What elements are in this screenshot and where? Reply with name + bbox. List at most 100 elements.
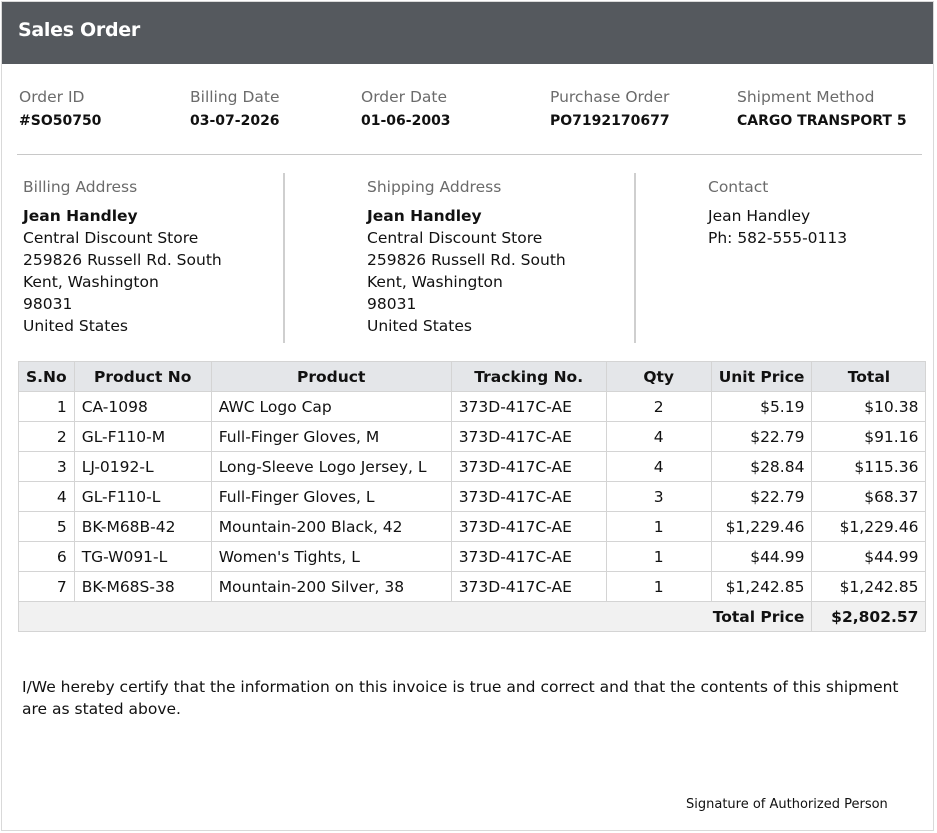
info-value: CARGO TRANSPORT 5 — [737, 113, 907, 129]
address-block: Shipping Address Jean Handley Central Disc… — [367, 176, 566, 337]
address-line: Jean Handley — [367, 207, 482, 225]
table-cell: $1,242.85 — [811, 571, 927, 602]
info-value: #SO50750 — [19, 113, 102, 129]
info-label: Order Date — [361, 88, 448, 106]
table-cell: 7 — [18, 571, 75, 602]
table-cell: 1 — [605, 511, 712, 542]
table-cell: 6 — [18, 541, 75, 572]
table-cell: AWC Logo Cap — [210, 391, 452, 422]
table-cell: Full-Finger Gloves, L — [210, 481, 452, 512]
table-cell: $68.37 — [811, 481, 927, 512]
table-cell: 3 — [605, 481, 712, 512]
table-cell: 3 — [18, 451, 75, 482]
info-value: PO7192170677 — [550, 113, 670, 129]
address-label: Contact — [708, 178, 769, 196]
header-bar: Sales Order — [2, 2, 933, 64]
separator — [17, 154, 922, 155]
table-row: 1 CA-1098 AWC Logo Cap 373D-417C-AE 2 $5.19 $1… — [18, 391, 927, 422]
info-field: Purchase Order PO7192170677 — [550, 88, 670, 129]
table-row: 6 TG-W091-L Women's Tights, L 373D-417C-AE 1… — [18, 541, 927, 572]
title: Sales Order — [18, 19, 140, 41]
address-line: 98031 — [367, 295, 417, 313]
table-cell: CA-1098 — [73, 391, 212, 422]
address-line: 98031 — [23, 295, 73, 313]
info-field: Shipment Method CARGO TRANSPORT 5 — [737, 88, 907, 129]
table-row: 7 BK-M68S-38 Mountain-200 Silver, 38 373D-4… — [18, 571, 927, 602]
table-cell: GL-F110-L — [73, 481, 212, 512]
table-cell: 2 — [18, 421, 75, 452]
table-row: 4 GL-F110-L Full-Finger Gloves, L 373D-417C… — [18, 481, 927, 512]
address-line: Jean Handley — [23, 207, 138, 225]
certification: I/We hereby certify that the information… — [22, 678, 899, 718]
table-cell: Women's Tights, L — [210, 541, 452, 572]
table-cell: 373D-417C-AE — [450, 421, 607, 452]
address-line: Central Discount Store — [23, 229, 199, 247]
address-lines: Jean Handley Ph: 582-555-0113 — [708, 205, 847, 249]
total-value: $2,802.57 — [811, 601, 927, 632]
table-cell: Full-Finger Gloves, M — [210, 421, 452, 452]
table-cell: 4 — [18, 481, 75, 512]
address-label: Billing Address — [23, 178, 138, 196]
table-cell: $1,229.46 — [710, 511, 813, 542]
table-cell: 373D-417C-AE — [450, 571, 607, 602]
table-cell: 373D-417C-AE — [450, 511, 607, 542]
address-line: Ph: 582-555-0113 — [708, 229, 848, 247]
order-items-table: S.No Product No Product Tracking No. Qty Unit… — [17, 361, 927, 632]
column-divider — [634, 173, 636, 343]
info-label: Purchase Order — [550, 88, 670, 106]
table-row: 2 GL-F110-M Full-Finger Gloves, M 373D-417C… — [18, 421, 927, 452]
table-cell: $115.36 — [811, 451, 927, 482]
table-cell: $44.99 — [811, 541, 927, 572]
column-header: Product — [210, 361, 452, 392]
table-cell: $22.79 — [710, 421, 813, 452]
address-block: Contact Jean Handley Ph: 582-555-0113 — [708, 176, 847, 249]
column-header: Product No — [73, 361, 212, 392]
column-header: Total — [811, 361, 927, 392]
table-cell: $91.16 — [811, 421, 927, 452]
table-cell: 373D-417C-AE — [450, 451, 607, 482]
info-label: Billing Date — [190, 88, 280, 106]
total-row: Total Price $2,802.57 — [17, 601, 927, 632]
table-cell: $44.99 — [710, 541, 813, 572]
table-cell: $5.19 — [710, 391, 813, 422]
info-field: Order ID #SO50750 — [19, 88, 101, 129]
table-cell: $1,229.46 — [811, 511, 927, 542]
address-lines: Jean Handley Central Discount Store 259826… — [23, 205, 222, 337]
table-row: 3 LJ-0192-L Long-Sleeve Logo Jersey, L 373D… — [18, 451, 927, 482]
table-cell: 1 — [605, 541, 712, 572]
info-label: Shipment Method — [737, 88, 875, 106]
table-cell: 5 — [18, 511, 75, 542]
column-header: Qty — [605, 361, 712, 392]
column-header: Unit Price — [710, 361, 813, 392]
table-cell: 1 — [605, 571, 712, 602]
table-cell: BK-M68B-42 — [73, 511, 212, 542]
address-line: Central Discount Store — [367, 229, 543, 247]
table-cell: 2 — [605, 391, 712, 422]
table-cell: 1 — [18, 391, 75, 422]
info-field: Order Date 01-06-2003 — [361, 88, 451, 129]
address-label: Shipping Address — [367, 178, 502, 196]
signature-label: Signature of Authorized Person — [686, 797, 888, 812]
table-cell: 4 — [605, 451, 712, 482]
table-cell: LJ-0192-L — [73, 451, 212, 482]
table-cell: GL-F110-M — [73, 421, 212, 452]
info-field: Billing Date 03-07-2026 — [190, 88, 280, 129]
table-cell: $22.79 — [710, 481, 813, 512]
info-value: 03-07-2026 — [190, 113, 280, 129]
table-row: 5 BK-M68B-42 Mountain-200 Black, 42 373D-41… — [18, 511, 927, 542]
table-cell: 373D-417C-AE — [450, 481, 607, 512]
address-line: Kent, Washington — [367, 273, 503, 291]
column-divider — [283, 173, 285, 343]
total-label: Total Price — [17, 601, 813, 632]
column-header: S.No — [18, 361, 75, 392]
table-cell: 373D-417C-AE — [450, 541, 607, 572]
address-line: 259826 Russell Rd. South — [23, 251, 222, 269]
table-cell: Long-Sleeve Logo Jersey, L — [210, 451, 452, 482]
table-cell: $28.84 — [710, 451, 813, 482]
table-cell: Mountain-200 Black, 42 — [210, 511, 452, 542]
table-cell: TG-W091-L — [73, 541, 212, 572]
address-line: Jean Handley — [708, 207, 811, 225]
address-line: United States — [23, 317, 128, 335]
table-cell: $1,242.85 — [710, 571, 813, 602]
